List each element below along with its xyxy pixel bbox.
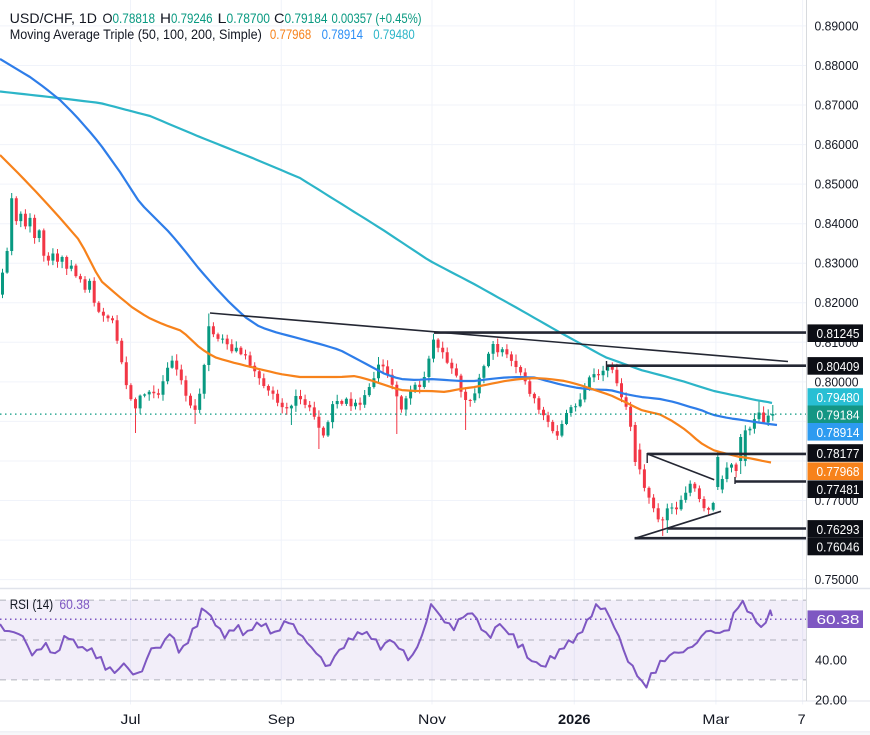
svg-text:Jul: Jul [121, 711, 141, 727]
svg-text:0.80409: 0.80409 [817, 359, 860, 374]
svg-text:0.77481: 0.77481 [817, 482, 860, 497]
svg-text:0.76046: 0.76046 [817, 540, 860, 555]
svg-text:0.89000: 0.89000 [815, 18, 859, 33]
svg-text:0.84000: 0.84000 [815, 216, 859, 231]
svg-text:0.78700: 0.78700 [227, 10, 271, 26]
svg-text:60.38: 60.38 [817, 612, 860, 627]
svg-text:H: H [160, 10, 171, 26]
svg-text:0.82000: 0.82000 [815, 295, 859, 310]
svg-text:0.76293: 0.76293 [817, 522, 860, 537]
svg-text:Mar: Mar [702, 711, 729, 727]
svg-text:0.75000: 0.75000 [815, 572, 859, 587]
svg-text:0.85000: 0.85000 [815, 177, 859, 192]
svg-text:0.83000: 0.83000 [815, 256, 859, 271]
svg-text:Nov: Nov [418, 711, 446, 727]
svg-text:0.86000: 0.86000 [815, 137, 859, 152]
svg-text:0.80000: 0.80000 [815, 374, 859, 389]
svg-text:0.87000: 0.87000 [815, 98, 859, 113]
svg-text:USD/CHF, 1D: USD/CHF, 1D [10, 10, 97, 26]
svg-text:0.78914: 0.78914 [322, 26, 364, 42]
svg-text:0.77968: 0.77968 [817, 464, 860, 479]
svg-text:40.00: 40.00 [815, 652, 847, 667]
svg-text:7: 7 [798, 711, 806, 727]
svg-text:60.38: 60.38 [59, 596, 90, 612]
svg-text:Sep: Sep [268, 711, 295, 727]
svg-text:RSI (14): RSI (14) [10, 596, 54, 612]
svg-text:0.79184: 0.79184 [285, 10, 328, 26]
svg-text:0.78177: 0.78177 [817, 446, 860, 461]
svg-text:0.78914: 0.78914 [817, 425, 860, 440]
svg-text:0.78818: 0.78818 [113, 10, 156, 26]
svg-text:Moving Average Triple (50, 100: Moving Average Triple (50, 100, 200, Sim… [10, 26, 262, 42]
svg-text:C: C [274, 10, 285, 26]
svg-text:0.79480: 0.79480 [817, 390, 860, 405]
svg-text:0.77968: 0.77968 [270, 26, 312, 42]
svg-text:0.88000: 0.88000 [815, 58, 859, 73]
svg-text:O: O [103, 10, 113, 26]
svg-text:20.00: 20.00 [815, 692, 847, 707]
svg-text:0.79184: 0.79184 [817, 407, 860, 422]
svg-text:0.79480: 0.79480 [373, 26, 415, 42]
svg-text:0.79246: 0.79246 [171, 10, 213, 26]
svg-text:0.81245: 0.81245 [817, 326, 860, 341]
svg-text:2026: 2026 [558, 711, 591, 727]
svg-text:0.00357 (+0.45%): 0.00357 (+0.45%) [332, 10, 422, 26]
svg-text:L: L [218, 10, 227, 26]
